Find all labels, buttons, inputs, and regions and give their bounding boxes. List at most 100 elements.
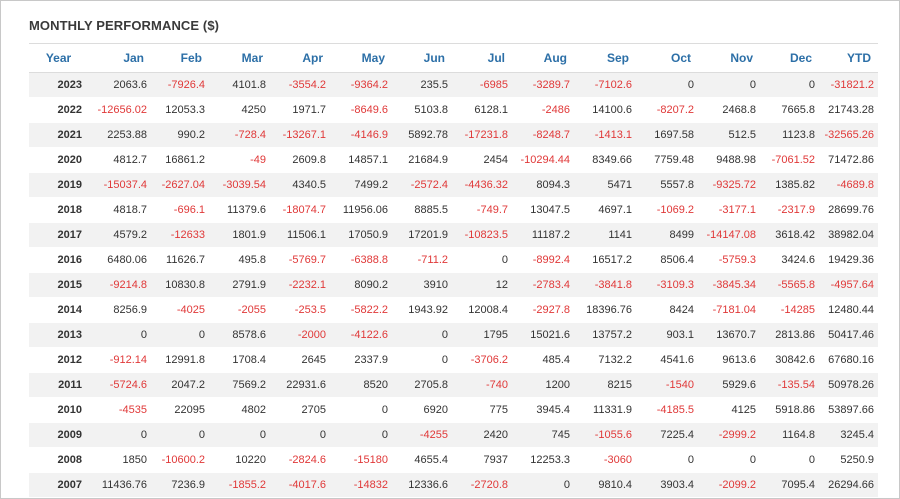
value-cell-jul: 0	[452, 247, 512, 273]
value-cell-jan: 2063.6	[88, 72, 151, 98]
column-header-jan: Jan	[88, 43, 151, 73]
column-header-mar: Mar	[209, 43, 270, 73]
value-cell-oct: 4541.6	[636, 347, 698, 373]
value-cell-dec: 0	[760, 447, 819, 473]
value-cell-jul: 12008.4	[452, 297, 512, 323]
value-cell-oct: 7759.48	[636, 147, 698, 173]
value-cell-nov: -2999.2	[698, 422, 760, 448]
value-cell-ytd: 28699.76	[819, 197, 878, 223]
value-cell-mar: -728.4	[209, 122, 270, 148]
year-cell: 2018	[29, 197, 88, 223]
value-cell-oct: 0	[636, 72, 698, 98]
value-cell-oct: -4185.5	[636, 397, 698, 423]
value-cell-sep: -1055.6	[574, 422, 636, 448]
column-header-jun: Jun	[392, 43, 452, 73]
value-cell-sep: 7132.2	[574, 347, 636, 373]
value-cell-oct: 0	[636, 447, 698, 473]
value-cell-dec: 7095.4	[760, 472, 819, 498]
year-cell: 2012	[29, 347, 88, 373]
value-cell-sep: 5471	[574, 172, 636, 198]
value-cell-aug: 13047.5	[512, 197, 574, 223]
value-cell-ytd: 26294.66	[819, 472, 878, 498]
column-header-apr: Apr	[270, 43, 330, 73]
value-cell-jul: -749.7	[452, 197, 512, 223]
value-cell-ytd: 12480.44	[819, 297, 878, 323]
monthly-performance-table: Year Jan Feb Mar Apr May Jun Jul Aug Sep Oct Nov Dec…	[29, 43, 878, 498]
year-cell: 2015	[29, 272, 88, 298]
value-cell-dec: 5918.86	[760, 397, 819, 423]
value-cell-jul: -17231.8	[452, 122, 512, 148]
value-cell-sep: 9810.4	[574, 472, 636, 498]
value-cell-ytd: 50417.46	[819, 322, 878, 348]
value-cell-ytd: 53897.66	[819, 397, 878, 423]
column-header-jul: Jul	[452, 43, 512, 73]
value-cell-apr: 0	[270, 422, 330, 448]
value-cell-dec: -5565.8	[760, 272, 819, 298]
value-cell-mar: 4101.8	[209, 72, 270, 98]
value-cell-mar: 2791.9	[209, 272, 270, 298]
value-cell-apr: 2645	[270, 347, 330, 373]
value-cell-nov: 5929.6	[698, 372, 760, 398]
value-cell-may: -15180	[330, 447, 392, 473]
value-cell-nov: 2468.8	[698, 97, 760, 123]
table-row: 2007 11436.76 7236.9 -1855.2 -4017.6 -14832 12…	[29, 472, 878, 498]
value-cell-may: 7499.2	[330, 172, 392, 198]
value-cell-nov: 9613.6	[698, 347, 760, 373]
value-cell-jan: 4579.2	[88, 222, 151, 248]
value-cell-may: -14832	[330, 472, 392, 498]
value-cell-dec: 1123.8	[760, 122, 819, 148]
value-cell-dec: -7061.52	[760, 147, 819, 173]
value-cell-nov: -9325.72	[698, 172, 760, 198]
year-cell: 2010	[29, 397, 88, 423]
column-header-oct: Oct	[636, 43, 698, 73]
value-cell-mar: 8578.6	[209, 322, 270, 348]
value-cell-ytd: -4689.8	[819, 172, 878, 198]
value-cell-may: 8520	[330, 372, 392, 398]
value-cell-aug: 12253.3	[512, 447, 574, 473]
value-cell-feb: 2047.2	[151, 372, 209, 398]
value-cell-dec: 1164.8	[760, 422, 819, 448]
value-cell-dec: -135.54	[760, 372, 819, 398]
value-cell-may: 8090.2	[330, 272, 392, 298]
value-cell-jul: 2420	[452, 422, 512, 448]
value-cell-dec: 3618.42	[760, 222, 819, 248]
value-cell-jun: 1943.92	[392, 297, 452, 323]
value-cell-jul: -4436.32	[452, 172, 512, 198]
value-cell-jul: -3706.2	[452, 347, 512, 373]
year-cell: 2020	[29, 147, 88, 173]
table-row: 2020 4812.7 16861.2 -49 2609.8 14857.1 21684.9…	[29, 147, 878, 173]
table-header-row: Year Jan Feb Mar Apr May Jun Jul Aug Sep Oct Nov Dec…	[29, 43, 878, 73]
value-cell-dec: 1385.82	[760, 172, 819, 198]
value-cell-mar: 4250	[209, 97, 270, 123]
value-cell-sep: 14100.6	[574, 97, 636, 123]
value-cell-nov: -2099.2	[698, 472, 760, 498]
column-header-nov: Nov	[698, 43, 760, 73]
value-cell-nov: -14147.08	[698, 222, 760, 248]
value-cell-jun: 8885.5	[392, 197, 452, 223]
column-header-may: May	[330, 43, 392, 73]
value-cell-dec: 30842.6	[760, 347, 819, 373]
value-cell-mar: 11379.6	[209, 197, 270, 223]
value-cell-mar: 495.8	[209, 247, 270, 273]
table-row: 2013 0 0 8578.6 -2000 -4122.6 0 1795 15021.6 1375…	[29, 322, 878, 348]
value-cell-nov: 13670.7	[698, 322, 760, 348]
year-cell: 2023	[29, 72, 88, 98]
value-cell-ytd: 3245.4	[819, 422, 878, 448]
value-cell-aug: -8248.7	[512, 122, 574, 148]
value-cell-sep: -7102.6	[574, 72, 636, 98]
value-cell-apr: -2000	[270, 322, 330, 348]
value-cell-dec: 2813.86	[760, 322, 819, 348]
value-cell-dec: 0	[760, 72, 819, 98]
value-cell-ytd: 19429.36	[819, 247, 878, 273]
value-cell-jun: -711.2	[392, 247, 452, 273]
value-cell-jul: 12	[452, 272, 512, 298]
column-header-sep: Sep	[574, 43, 636, 73]
value-cell-jul: -6985	[452, 72, 512, 98]
value-cell-jul: -2720.8	[452, 472, 512, 498]
value-cell-jan: 4812.7	[88, 147, 151, 173]
value-cell-feb: 22095	[151, 397, 209, 423]
value-cell-sep: 16517.2	[574, 247, 636, 273]
value-cell-feb: -2627.04	[151, 172, 209, 198]
value-cell-jan: 11436.76	[88, 472, 151, 498]
value-cell-sep: -1413.1	[574, 122, 636, 148]
